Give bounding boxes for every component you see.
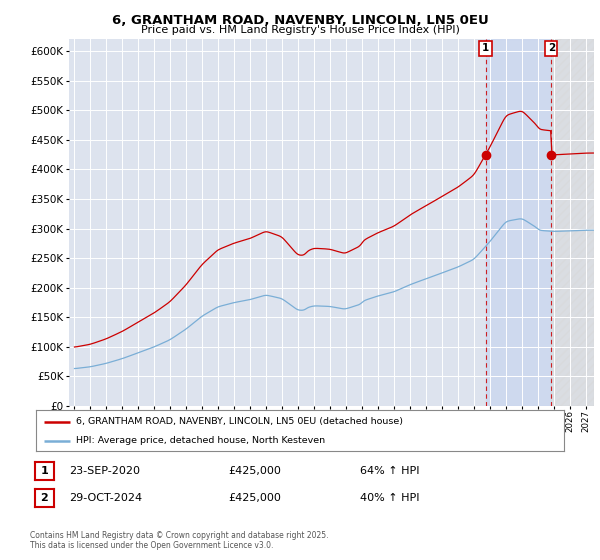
Text: 64% ↑ HPI: 64% ↑ HPI [360,466,419,476]
Text: 2: 2 [548,43,555,53]
Text: Contains HM Land Registry data © Crown copyright and database right 2025.
This d: Contains HM Land Registry data © Crown c… [30,530,329,550]
Text: HPI: Average price, detached house, North Kesteven: HPI: Average price, detached house, Nort… [76,436,325,445]
Text: 29-OCT-2024: 29-OCT-2024 [69,493,142,503]
Text: 6, GRANTHAM ROAD, NAVENBY, LINCOLN, LN5 0EU (detached house): 6, GRANTHAM ROAD, NAVENBY, LINCOLN, LN5 … [76,417,403,426]
Text: Price paid vs. HM Land Registry's House Price Index (HPI): Price paid vs. HM Land Registry's House … [140,25,460,35]
Text: £425,000: £425,000 [228,466,281,476]
Text: 23-SEP-2020: 23-SEP-2020 [69,466,140,476]
Bar [485,39,551,406]
Text: 1: 1 [41,466,48,476]
Bar [551,39,594,406]
Text: £425,000: £425,000 [228,493,281,503]
Text: 1: 1 [482,43,489,53]
Text: 2: 2 [41,493,48,503]
Text: 6, GRANTHAM ROAD, NAVENBY, LINCOLN, LN5 0EU: 6, GRANTHAM ROAD, NAVENBY, LINCOLN, LN5 … [112,14,488,27]
Text: 40% ↑ HPI: 40% ↑ HPI [360,493,419,503]
